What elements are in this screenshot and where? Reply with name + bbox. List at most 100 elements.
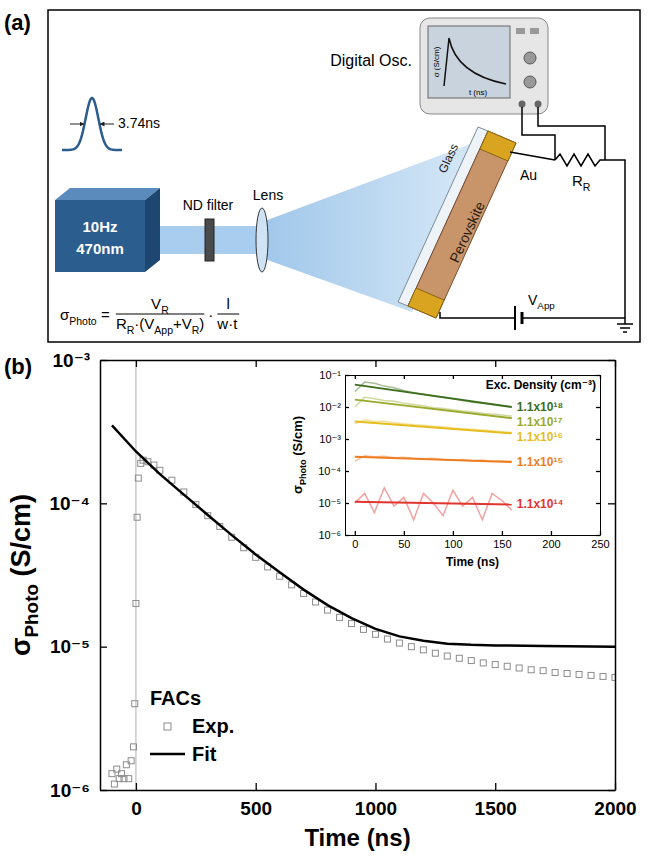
tick-mark: [136, 360, 137, 367]
tick-mark: [404, 531, 405, 535]
tick-mark: [596, 439, 600, 440]
osc-label: Digital Osc.: [330, 52, 412, 69]
data-point: [128, 758, 134, 764]
reference-line: [135, 360, 136, 790]
series-label: 1.1x10¹⁵: [517, 455, 563, 469]
data-point: [444, 653, 450, 659]
tick-label: 0: [352, 538, 358, 550]
axis: [608, 361, 616, 791]
data-point: [492, 662, 498, 668]
figure: (a)10Hz470nm3.74nsND filterLensPerovskit…: [0, 0, 651, 861]
nd-label: ND filter: [183, 197, 234, 213]
sample-label: Perovskite: [446, 199, 488, 265]
text-part: R: [116, 315, 127, 332]
osc-terminal: [535, 101, 542, 108]
laser-label: 10Hz: [82, 218, 117, 235]
tick-mark: [495, 783, 496, 790]
tick-label: 10⁻⁶: [318, 529, 341, 541]
osc-body: [420, 18, 548, 114]
tick-mark: [608, 503, 615, 504]
laser-side: [145, 188, 160, 272]
tick-mark: [596, 375, 600, 376]
rich-text: σPhoto (S/cm): [290, 416, 308, 494]
tick-label: 0: [131, 798, 142, 819]
data-point: [408, 644, 414, 650]
tick: [608, 503, 615, 504]
panel-b: (b)050010001500200010⁻⁶10⁻⁵10⁻⁴10⁻³Time …: [4, 350, 637, 851]
tick-mark: [345, 375, 349, 376]
data-point: [132, 701, 138, 707]
tick: 1500: [475, 783, 517, 819]
tick: [608, 360, 615, 361]
wire: [440, 312, 515, 318]
series-label: 1.1x10¹⁸: [517, 400, 563, 414]
tick-mark: [596, 503, 600, 504]
axis-line: [345, 376, 346, 536]
fraction-bar: [217, 314, 239, 315]
data-point: [504, 663, 510, 669]
series-label: 1.1x10¹⁷: [517, 415, 563, 429]
data-point: [576, 671, 582, 677]
tick-mark: [404, 375, 405, 379]
rich-text: VApp: [528, 292, 555, 311]
tick-mark: [256, 783, 257, 790]
data-line: [355, 420, 512, 433]
axis-line: [346, 375, 601, 376]
data-point: [126, 776, 132, 782]
formula-dot: ·: [208, 306, 213, 323]
osc-button: [530, 28, 539, 34]
tick-label: 10⁻³: [319, 433, 341, 445]
tick: 50: [398, 531, 410, 550]
tick-mark: [345, 439, 349, 440]
tick-mark: [256, 360, 257, 367]
legend-label: Exp.: [192, 715, 234, 737]
tick-mark: [453, 375, 454, 379]
panel-label: (a): [4, 10, 31, 35]
data-point: [349, 621, 355, 627]
data-point: [456, 655, 462, 661]
osc-button: [516, 28, 525, 34]
laser-top: [55, 188, 160, 200]
nd-filter: [205, 219, 214, 261]
wire: [605, 160, 625, 318]
subscript: App: [537, 300, 555, 311]
axis-line: [615, 361, 617, 791]
perovskite: [408, 131, 516, 318]
data-point: [480, 660, 486, 666]
tick: [596, 375, 600, 376]
panel-a: (a)10Hz470nm3.74nsND filterLensPerovskit…: [4, 10, 640, 342]
ground: [620, 327, 630, 329]
data-point: [384, 636, 390, 642]
resistor: [555, 154, 605, 166]
inset: 05010015020025010⁻⁶10⁻⁵10⁻⁴10⁻³10⁻²10⁻¹T…: [285, 367, 610, 573]
rich-text: σPhoto (S/cm): [6, 494, 42, 656]
tick: [608, 647, 615, 648]
tick: [596, 535, 600, 536]
data-point: [131, 744, 137, 750]
legend-label: Fit: [192, 743, 217, 765]
wire: [538, 107, 605, 160]
laser-label: 470nm: [76, 240, 124, 257]
tick-mark: [355, 375, 356, 379]
data-line: [355, 397, 512, 416]
text-part: (S/cm): [6, 494, 36, 584]
rich-text: VR: [151, 295, 169, 316]
fit-line: [355, 502, 512, 505]
data-point: [600, 673, 606, 679]
data-point: [564, 670, 570, 676]
data-point: [588, 672, 594, 678]
subscript: Photo: [21, 584, 42, 638]
tick-mark: [551, 531, 552, 535]
tick: 0: [131, 783, 142, 819]
panel-label: (b): [4, 354, 32, 379]
lens: [256, 208, 268, 272]
legend-symbol: [164, 723, 171, 730]
data-line: [355, 488, 512, 520]
rich-text: l: [227, 295, 230, 312]
inset-data: [355, 382, 512, 520]
tick-label: 10⁻⁶: [50, 780, 90, 801]
tick-mark: [495, 360, 496, 367]
text-part: ·(V: [134, 315, 154, 332]
tick: 10⁻³: [53, 350, 108, 371]
rich-text: w·t: [216, 315, 238, 332]
